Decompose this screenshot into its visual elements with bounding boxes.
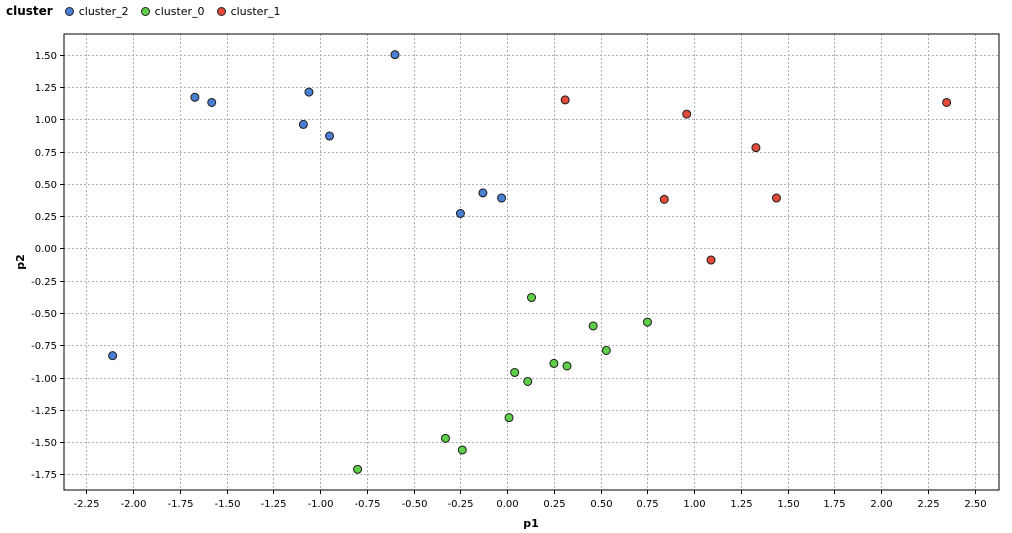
point-cluster-2 [455,209,465,219]
y-tick-label: -0.50 [31,309,57,320]
point-cluster-1 [942,97,952,107]
x-tick-label: -0.50 [402,499,428,510]
y-tick-label: 1.00 [35,115,57,126]
legend-entry-cluster-2: cluster_2 [64,4,129,18]
point-cluster-1 [706,255,716,265]
legend-entry-cluster-0: cluster_0 [140,4,205,18]
point-cluster-1 [682,109,692,119]
point-cluster-0 [504,413,514,423]
x-tick-label: -1.00 [308,499,334,510]
y-tick-label: -0.25 [31,277,57,288]
x-tick-label: -1.50 [215,499,241,510]
point-cluster-0 [457,445,467,455]
point-cluster-1 [771,193,781,203]
x-tick-label: 1.75 [823,499,845,510]
point-cluster-1 [659,194,669,204]
x-tick-label: 0.00 [496,499,518,510]
legend-label-cluster-2: cluster_2 [78,4,129,18]
point-cluster-2 [298,119,308,129]
point-cluster-1 [560,95,570,105]
x-tick-label: -0.75 [355,499,381,510]
legend: cluster cluster_2 cluster_0 cluster_1 [6,2,292,20]
y-tick-label: 0.75 [35,148,57,159]
ticks: -2.25 -2.00 -1.75 -1.50 -1.25 -1.00 -0.75 -0.50… [31,51,987,510]
legend-label-cluster-0: cluster_0 [154,4,205,18]
x-axis-title: p1 [523,517,539,530]
y-tick-label: 1.25 [35,83,57,94]
point-cluster-2 [190,92,200,102]
point-cluster-0 [353,464,363,474]
point-cluster-2 [390,50,400,60]
point-cluster-0 [588,321,598,331]
point-cluster-0 [601,345,611,355]
plot-frame [63,33,1000,491]
y-axis-title: p2 [14,254,27,270]
x-tick-label: 1.00 [683,499,705,510]
point-cluster-2 [325,131,335,141]
y-tick-label: 0.00 [35,244,57,255]
x-tick-label: -0.25 [448,499,474,510]
y-tick-label: -1.50 [31,438,57,449]
x-tick-label: 2.00 [870,499,892,510]
x-tick-label: 0.25 [543,499,565,510]
x-tick-label: 1.25 [730,499,752,510]
legend-title: cluster [6,4,53,18]
point-cluster-1 [751,143,761,153]
x-tick-label: -1.75 [168,499,194,510]
legend-swatch-cluster-1 [216,6,226,16]
y-tick-label: -1.75 [31,470,57,481]
y-tick-label: 1.50 [35,51,57,62]
x-tick-label: 0.50 [590,499,612,510]
point-cluster-0 [549,358,559,368]
point-cluster-0 [440,433,450,443]
x-tick-label: 1.50 [777,499,799,510]
x-tick-label: 0.75 [636,499,658,510]
point-cluster-0 [510,367,520,377]
data-points [108,50,952,474]
y-tick-label: 0.50 [35,180,57,191]
x-tick-label: 2.50 [964,499,986,510]
y-tick-label: -0.75 [31,341,57,352]
x-tick-label: 2.25 [917,499,939,510]
point-cluster-0 [642,317,652,327]
y-tick-label: -1.25 [31,406,57,417]
point-cluster-2 [108,351,118,361]
point-cluster-2 [478,188,488,198]
point-cluster-0 [562,361,572,371]
legend-swatch-cluster-0 [140,6,150,16]
x-tick-label: -1.25 [261,499,287,510]
grid [64,34,999,490]
point-cluster-2 [497,193,507,203]
point-cluster-0 [523,376,533,386]
legend-entry-cluster-1: cluster_1 [216,4,281,18]
x-tick-label: -2.00 [121,499,147,510]
y-tick-label: 0.25 [35,212,57,223]
point-cluster-2 [207,97,217,107]
legend-label-cluster-1: cluster_1 [230,4,281,18]
point-cluster-0 [527,293,536,303]
x-tick-label: -2.25 [74,499,100,510]
point-cluster-2 [304,87,314,97]
legend-swatch-cluster-2 [64,6,74,16]
y-tick-label: -1.00 [31,374,57,385]
